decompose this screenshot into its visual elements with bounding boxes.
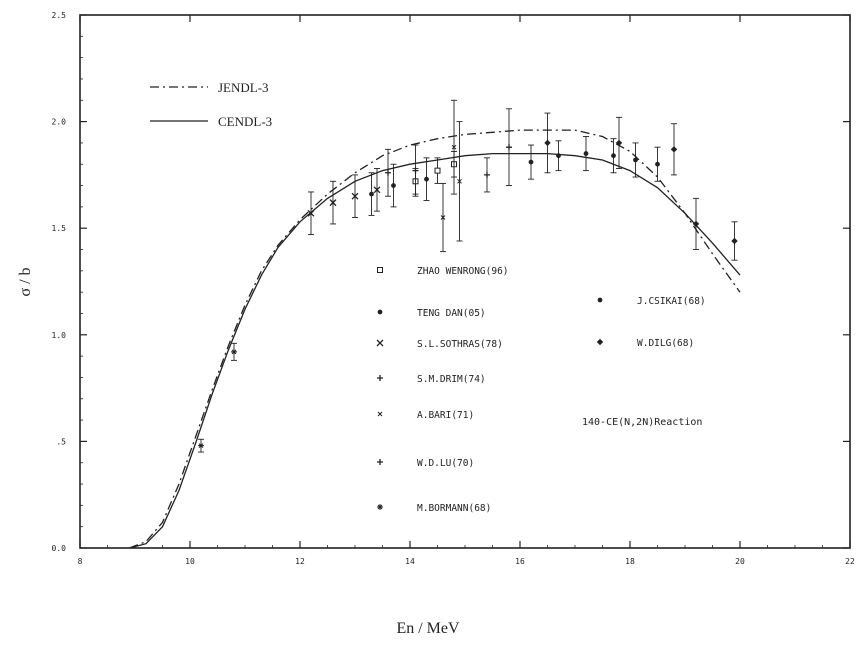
data-point-marker (369, 192, 374, 197)
y-tick-label: 0.0 (52, 544, 67, 553)
y-tick-label: 1.0 (52, 331, 67, 340)
data-point-marker (435, 168, 440, 173)
data-point-marker (385, 170, 391, 176)
y-tick-label: 2.5 (52, 11, 67, 20)
legend-series-label: ZHAO WENRONG(96) (417, 266, 509, 277)
legend-series-label: M.BORMANN(68) (417, 503, 491, 514)
x-tick-label: 10 (185, 557, 195, 566)
x-tick-label: 20 (735, 557, 745, 566)
data-point-marker (671, 146, 677, 152)
data-point-marker (198, 443, 204, 449)
legend-series-label: S.L.SOTHRAS(78) (417, 339, 503, 350)
y-tick-label: 1.5 (52, 224, 67, 233)
x-tick-label: 22 (845, 557, 855, 566)
x-tick-label: 18 (625, 557, 635, 566)
data-point-marker (529, 160, 534, 165)
data-point-marker (231, 349, 237, 355)
y-axis-label: σ / b (17, 267, 34, 296)
data-point-marker (544, 140, 550, 146)
data-point-marker (731, 238, 737, 244)
x-tick-label: 8 (78, 557, 83, 566)
data-point-marker (633, 158, 638, 163)
legend-series-label: W.D.LU(70) (417, 458, 474, 469)
data-point-marker (484, 172, 490, 178)
x-tick-label: 14 (405, 557, 415, 566)
data-point-marker (377, 375, 383, 381)
data-point-marker (506, 144, 512, 150)
data-point-marker (655, 162, 660, 167)
data-point-marker (391, 183, 396, 188)
data-point-marker (378, 310, 383, 315)
y-tick-label: 2.0 (52, 118, 67, 127)
legend-label-cendl-3: CENDL-3 (218, 114, 272, 129)
data-point-marker (584, 151, 589, 156)
data-point-marker (377, 340, 383, 346)
x-axis-label: En / MeV (396, 620, 460, 637)
data-point-marker (598, 298, 603, 303)
data-point-marker (597, 339, 603, 345)
y-tick-label: .5 (56, 437, 66, 446)
legend-series-label: S.M.DRIM(74) (417, 374, 486, 385)
data-point-marker (378, 412, 382, 416)
data-point-marker (611, 153, 616, 158)
data-point-marker (377, 459, 383, 465)
data-point-marker (616, 140, 622, 146)
plot-axes: 8 10 12 14 16 18 20 22 0.0 .5 1.0 1.5 2.0 2.5 (52, 11, 855, 566)
reaction-annotation: 140-CE(N,2N)Reaction (582, 417, 702, 428)
legend: JENDL-3 CENDL-3 ZHAO WENRONG(96) TENG DAN(0… (150, 80, 706, 514)
x-tick-label: 12 (295, 557, 305, 566)
legend-series-label: W.DILG(68) (637, 338, 694, 349)
data-point-marker (556, 153, 561, 158)
data-point-marker (377, 504, 383, 510)
x-tick-label: 16 (515, 557, 525, 566)
legend-label-jendl-3: JENDL-3 (218, 80, 269, 95)
legend-series-label: A.BARI(71) (417, 410, 474, 421)
data-point-marker (424, 177, 429, 182)
legend-series-label: TENG DAN(05) (417, 308, 486, 319)
data-point-marker (378, 268, 383, 273)
legend-series-label: J.CSIKAI(68) (637, 296, 706, 307)
curve-cendl-3 (130, 154, 741, 548)
